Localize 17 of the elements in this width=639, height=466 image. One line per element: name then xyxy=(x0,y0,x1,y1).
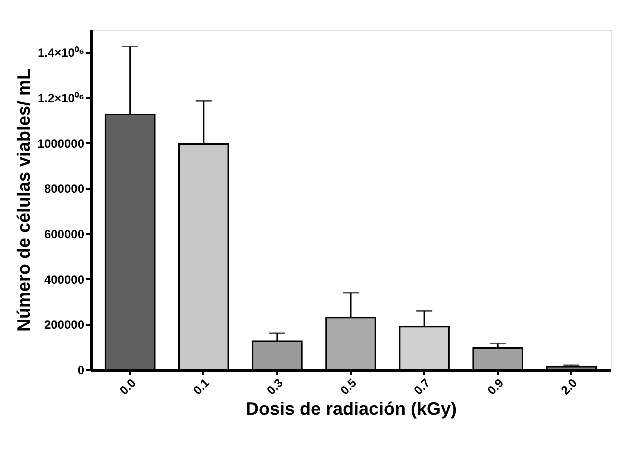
x-tick-label: 0.7 xyxy=(411,376,434,398)
y-tick-label: 200000 xyxy=(44,318,85,332)
x-tick-label: 0.0 xyxy=(117,376,140,398)
y-tick-label: 600000 xyxy=(44,228,85,242)
y-tick-label: 0 xyxy=(78,364,85,378)
x-tick-label: 0.5 xyxy=(338,376,360,398)
y-tick-label: 800000 xyxy=(44,182,85,196)
x-tick-label: 0.9 xyxy=(484,376,507,398)
y-axis-title: Número de células viables/ mL xyxy=(14,68,34,332)
x-tick-label: 0.3 xyxy=(264,376,286,398)
y-tick-label: 1000000 xyxy=(38,136,85,151)
y-tick-label: 1.4×10⁰⁶ xyxy=(38,46,84,60)
x-tick-label: 0.1 xyxy=(190,376,213,398)
y-tick-label: 400000 xyxy=(44,272,85,287)
y-tick-label: 1.2×10⁰⁶ xyxy=(38,92,84,106)
x-tick-label: 2.0 xyxy=(558,376,580,398)
x-axis-title: Dosis de radiación (kGy) xyxy=(246,399,458,420)
